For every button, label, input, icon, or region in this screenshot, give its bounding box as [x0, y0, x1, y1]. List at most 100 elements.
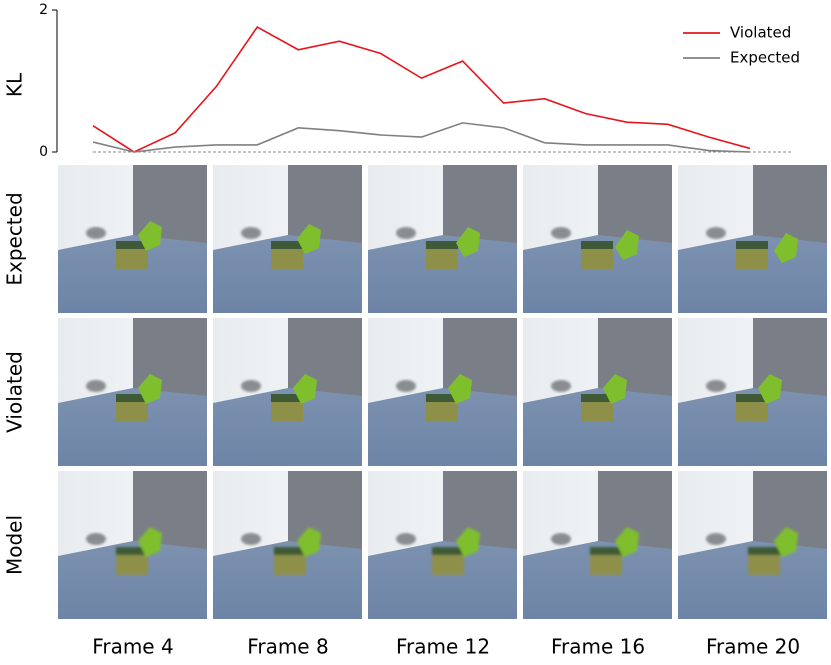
- scene: [368, 471, 517, 619]
- cubes: [590, 527, 639, 575]
- cube-green: [138, 374, 162, 404]
- cube-base: [590, 553, 622, 575]
- cube-base: [274, 553, 306, 575]
- cube-top: [271, 241, 303, 249]
- cube-base: [736, 400, 768, 422]
- cubes: [116, 374, 162, 422]
- cube-base: [581, 400, 613, 422]
- cube-top: [274, 547, 306, 555]
- cube-top: [426, 241, 458, 249]
- frame-image: [213, 165, 362, 313]
- frame-image: [368, 318, 517, 466]
- cube-top: [748, 547, 780, 555]
- cube-base: [271, 247, 303, 269]
- cube-green: [615, 230, 639, 260]
- row-label: Violated: [3, 351, 27, 433]
- cubes: [748, 527, 798, 575]
- cube-top: [426, 394, 458, 402]
- cubes: [271, 374, 317, 422]
- cubes: [736, 233, 798, 269]
- row-label: Model: [3, 515, 27, 575]
- frame-image: [368, 471, 517, 619]
- y-axis-label: KL: [3, 72, 27, 97]
- cube-base: [736, 247, 768, 269]
- cube-base: [426, 400, 458, 422]
- cubes: [432, 527, 480, 575]
- row-label: Expected: [3, 192, 27, 285]
- scene: [58, 165, 207, 313]
- cubes: [581, 230, 639, 269]
- frame-image: [678, 165, 827, 313]
- frame-image: [678, 318, 827, 466]
- y-tick-label: 2: [39, 2, 48, 18]
- scene: [523, 318, 672, 466]
- scene: [213, 471, 362, 619]
- frame-image: [213, 471, 362, 619]
- cube-green: [758, 374, 782, 404]
- frame-image: [213, 318, 362, 466]
- cube-top: [736, 394, 768, 402]
- cube-green: [297, 527, 321, 557]
- cube-base: [432, 553, 464, 575]
- cube-green: [774, 527, 798, 557]
- cube-green: [615, 527, 639, 557]
- cube-base: [116, 553, 148, 575]
- cube-base: [116, 400, 148, 422]
- cube-base: [426, 247, 458, 269]
- cube-base: [116, 247, 148, 269]
- cubes: [271, 224, 321, 269]
- legend-label: Expected: [730, 49, 800, 67]
- cube-green: [456, 227, 480, 257]
- cube-top: [581, 241, 613, 249]
- cube-green: [297, 224, 321, 254]
- cube-top: [116, 547, 148, 555]
- scene: [523, 165, 672, 313]
- cubes: [274, 527, 321, 575]
- cube-base: [271, 400, 303, 422]
- scene: [58, 318, 207, 466]
- legend-label: Violated: [730, 24, 791, 42]
- scene: [213, 165, 362, 313]
- frame-image: [58, 471, 207, 619]
- column-label: Frame 16: [551, 635, 645, 659]
- cubes: [426, 227, 480, 269]
- frame-image: [58, 318, 207, 466]
- cubes: [581, 374, 627, 422]
- scene: [368, 318, 517, 466]
- scene: [678, 165, 827, 313]
- cubes: [116, 221, 162, 269]
- cube-top: [736, 241, 768, 249]
- cubes: [116, 527, 162, 575]
- scene: [368, 165, 517, 313]
- frame-image: [523, 318, 672, 466]
- cubes: [736, 374, 782, 422]
- cube-green: [138, 527, 162, 557]
- frame-image: [523, 165, 672, 313]
- cube-green: [603, 374, 627, 404]
- scene: [58, 471, 207, 619]
- column-label: Frame 8: [247, 635, 328, 659]
- cube-base: [581, 247, 613, 269]
- cube-green: [774, 233, 798, 263]
- frame-image: [678, 471, 827, 619]
- frame-image: [523, 471, 672, 619]
- scene: [678, 318, 827, 466]
- cube-green: [293, 374, 317, 404]
- cube-top: [116, 394, 148, 402]
- series-line: [92, 25, 751, 153]
- scene: [678, 471, 827, 619]
- scene: [213, 318, 362, 466]
- cube-top: [432, 547, 464, 555]
- series-line: [92, 122, 751, 153]
- cube-top: [581, 394, 613, 402]
- cube-green: [456, 527, 480, 557]
- cube-top: [271, 394, 303, 402]
- column-label: Frame 20: [706, 635, 800, 659]
- scene: [523, 471, 672, 619]
- cube-top: [116, 241, 148, 249]
- y-tick-label: 0: [39, 144, 48, 160]
- cube-top: [590, 547, 622, 555]
- cubes: [426, 374, 472, 422]
- cube-green: [138, 221, 162, 251]
